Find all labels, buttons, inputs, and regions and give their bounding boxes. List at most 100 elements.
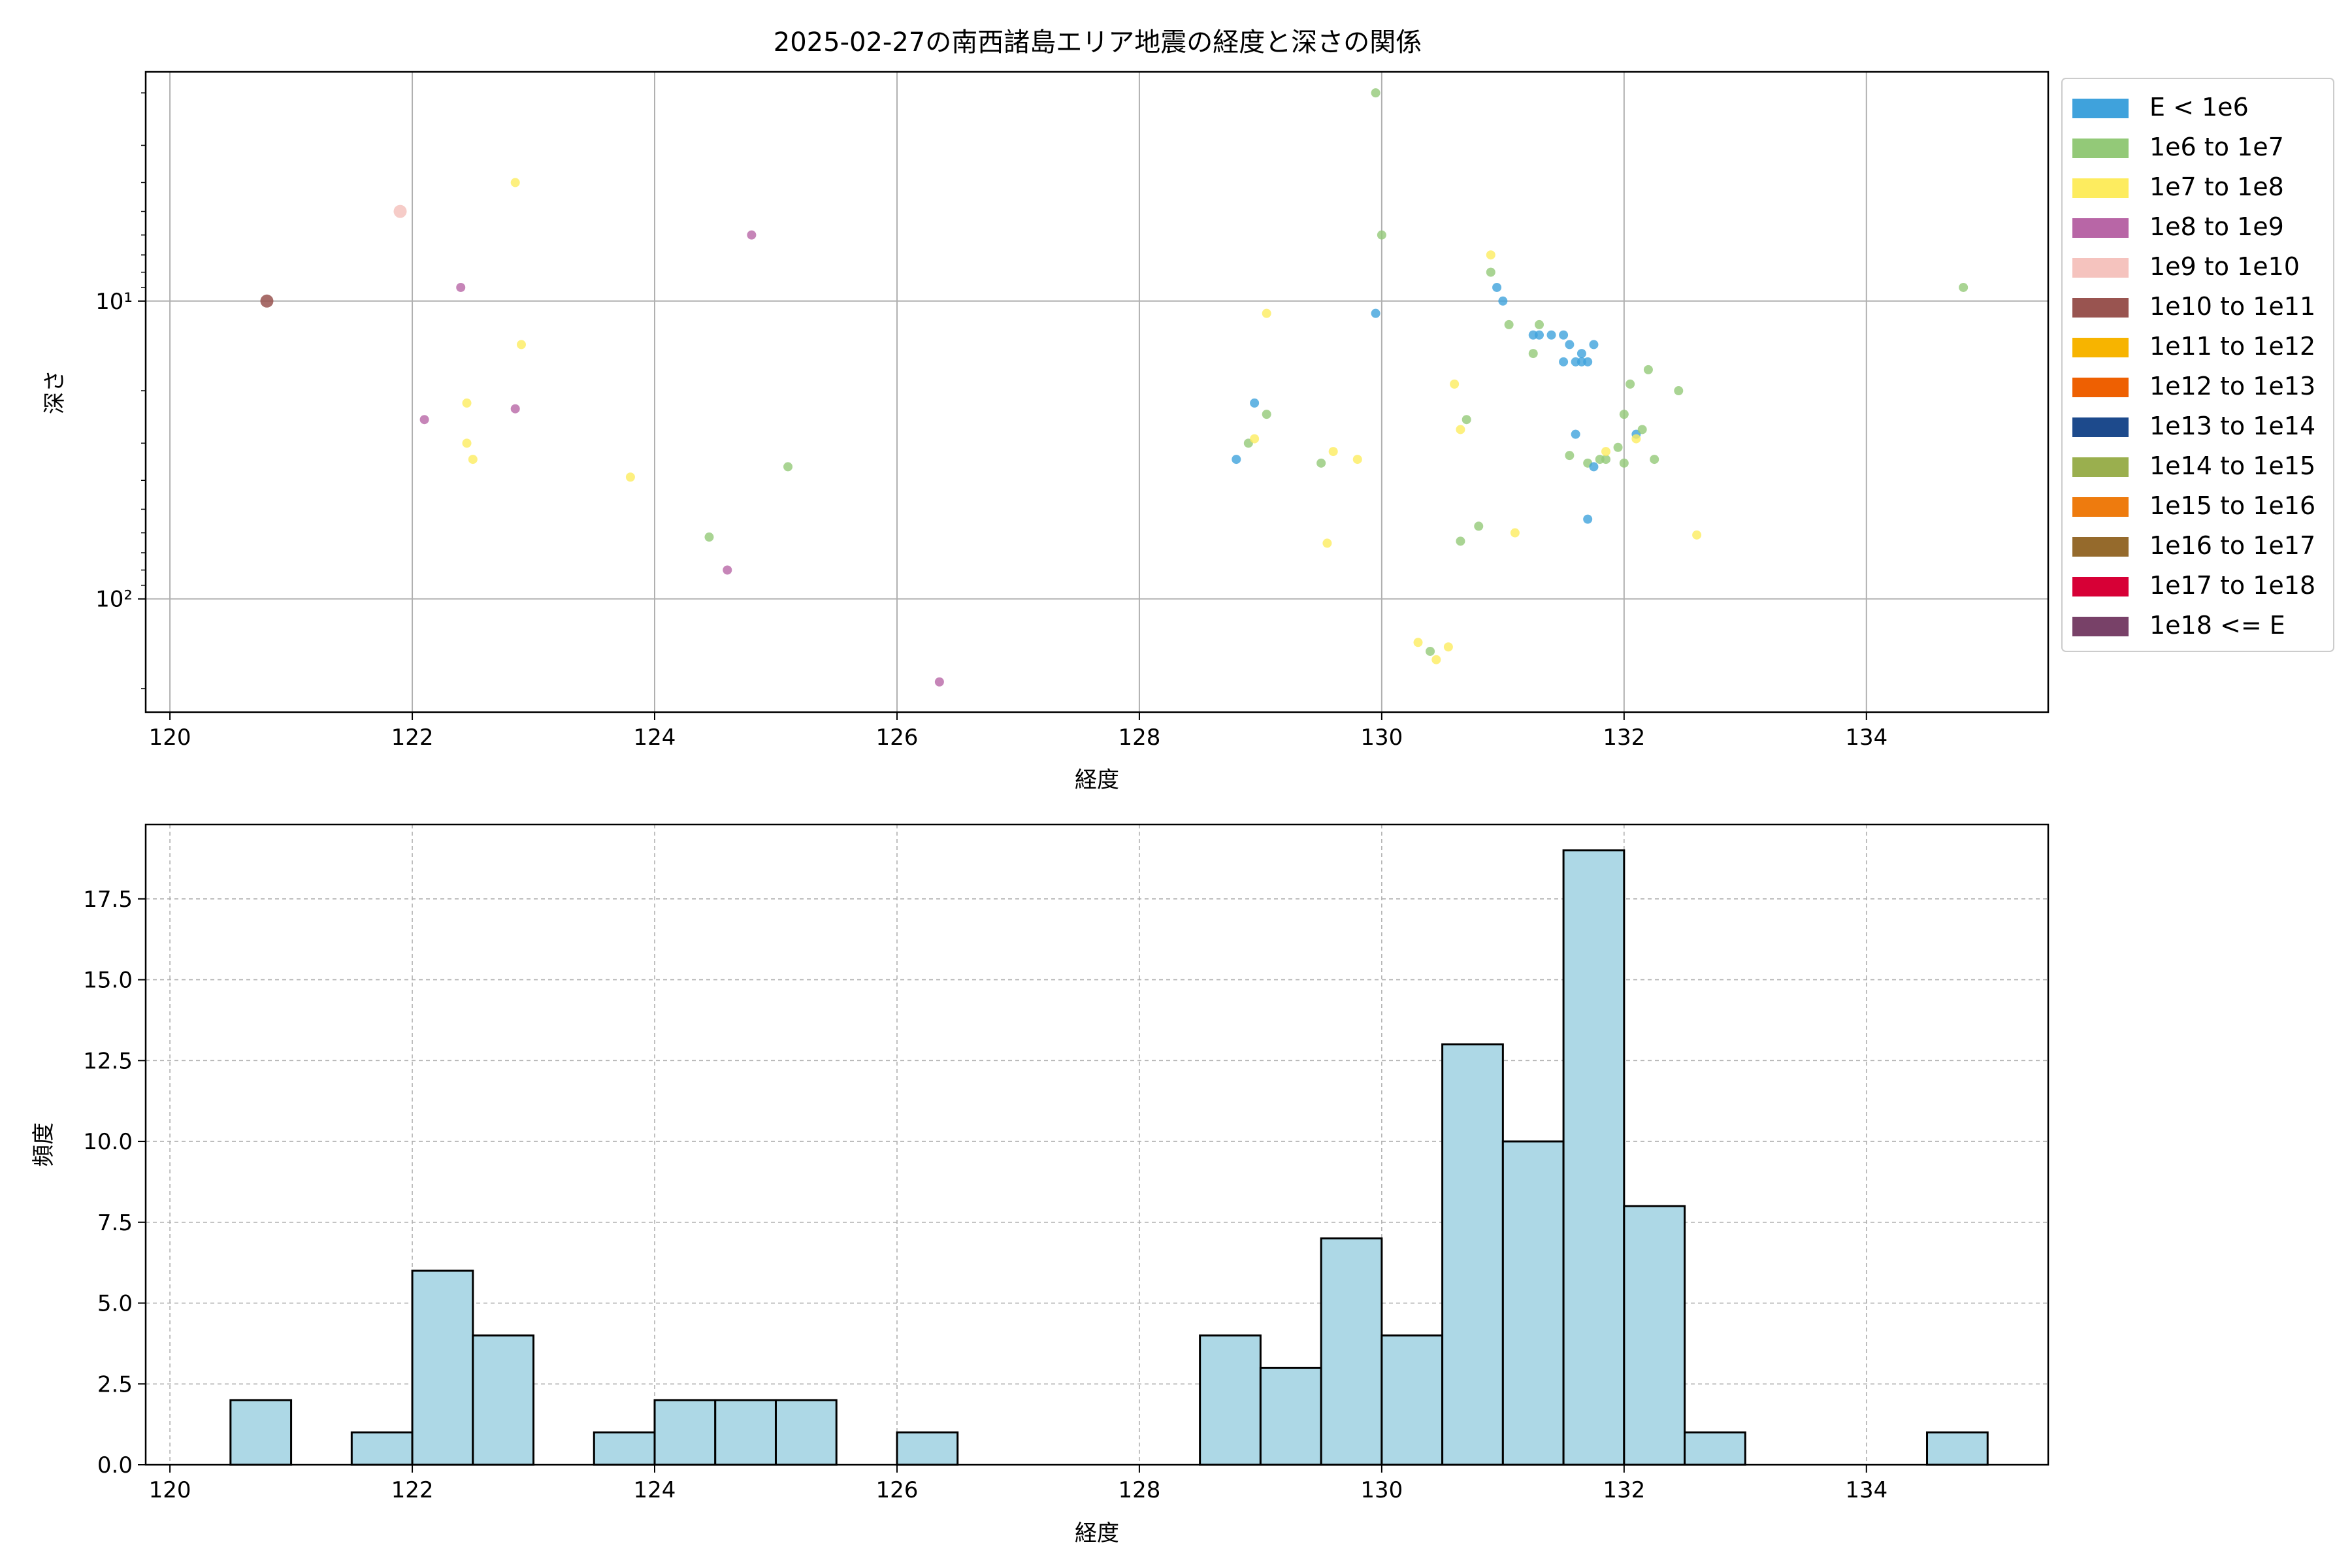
y-tick-label: 10¹	[95, 289, 133, 315]
data-point	[1589, 462, 1599, 472]
x-tick-label: 134	[1845, 725, 1887, 751]
data-point	[1559, 357, 1569, 367]
histogram-bar	[229, 1399, 293, 1466]
scatter-plot-frame	[144, 71, 2050, 713]
y-tick-label: 0.0	[97, 1452, 133, 1478]
data-point	[934, 677, 944, 687]
data-point	[1352, 455, 1362, 465]
data-point	[456, 282, 466, 292]
data-point	[1625, 379, 1635, 389]
histogram-chart: 120 122 124 126 128 130 132 134 0.0 2.5 5.0 7.5 10.…	[31, 823, 2050, 1546]
data-point	[510, 404, 520, 414]
data-point	[1250, 398, 1260, 408]
x-tick-label: 126	[876, 725, 919, 751]
data-point	[1504, 319, 1514, 329]
histogram-y-axis-label: 頻度	[31, 1122, 57, 1167]
data-point	[1565, 451, 1575, 461]
x-tick-label: 122	[391, 1477, 434, 1503]
y-tick-label: 2.5	[97, 1371, 133, 1397]
data-point	[468, 455, 478, 465]
y-tick-label: 7.5	[97, 1210, 133, 1236]
data-point	[1528, 349, 1538, 359]
histogram-bar	[411, 1269, 474, 1466]
histogram-bar	[472, 1334, 535, 1466]
x-tick-label: 120	[149, 1477, 191, 1503]
histogram-bar	[774, 1399, 838, 1466]
legend-swatch	[2072, 497, 2129, 517]
data-point	[1316, 458, 1326, 468]
x-tick-label: 120	[149, 725, 191, 751]
data-point	[1959, 282, 1968, 292]
data-point	[1643, 365, 1653, 374]
x-tick-label: 130	[1360, 1477, 1403, 1503]
histogram-bar	[1380, 1334, 1444, 1466]
y-tick-label: 17.5	[83, 887, 133, 913]
legend-frame	[2061, 78, 2334, 652]
legend-swatch	[2072, 258, 2129, 278]
data-point	[1328, 447, 1338, 457]
legend-label: 1e7 to 1e8	[2149, 172, 2284, 201]
legend-label: 1e8 to 1e9	[2149, 212, 2284, 241]
x-tick-label: 128	[1118, 725, 1160, 751]
x-tick-label: 132	[1603, 725, 1645, 751]
legend-label: E < 1e6	[2149, 93, 2249, 122]
data-point	[1486, 267, 1495, 277]
data-point	[462, 398, 472, 408]
legend-swatch	[2072, 457, 2129, 477]
data-point	[1510, 528, 1520, 538]
histogram-bar	[1441, 1043, 1504, 1466]
data-point	[1613, 442, 1623, 452]
histogram-bar	[896, 1431, 959, 1466]
data-point	[1413, 638, 1423, 647]
data-point	[723, 565, 732, 575]
data-point	[1589, 340, 1599, 350]
legend-swatch	[2072, 417, 2129, 437]
data-point	[462, 438, 472, 448]
legend-swatch	[2072, 99, 2129, 118]
histogram-bar	[1926, 1431, 1989, 1466]
legend-swatch	[2072, 577, 2129, 596]
data-point	[1474, 521, 1484, 531]
legend-label: 1e9 to 1e10	[2149, 252, 2300, 281]
data-point	[1262, 308, 1271, 318]
data-point	[1534, 330, 1544, 340]
y-tick-label: 12.5	[83, 1048, 133, 1074]
data-point	[1631, 434, 1641, 444]
x-tick-label: 132	[1603, 1477, 1645, 1503]
legend-label: 1e10 to 1e11	[2149, 292, 2315, 321]
data-point	[1426, 646, 1435, 656]
data-point	[393, 204, 407, 218]
scatter-legend: E < 1e6 1e6 to 1e7 1e7 to 1e8 1e8 to 1e9 1e9…	[2061, 78, 2334, 652]
data-point	[1546, 330, 1556, 340]
data-point	[1232, 455, 1241, 465]
histogram-x-axis-label: 経度	[1075, 1520, 1119, 1546]
histogram-bar	[593, 1431, 656, 1466]
data-point	[625, 472, 635, 482]
histogram-bar	[1320, 1237, 1383, 1466]
histogram-bar	[350, 1431, 414, 1466]
x-tick-label: 130	[1360, 725, 1403, 751]
histogram-bar	[1199, 1334, 1262, 1466]
legend-label: 1e12 to 1e13	[2149, 372, 2315, 400]
data-point	[1571, 429, 1580, 439]
y-tick-label: 10²	[95, 587, 133, 613]
legend-swatch	[2072, 298, 2129, 318]
data-point	[1377, 230, 1386, 240]
histogram-bar	[1562, 849, 1625, 1466]
data-point	[1371, 308, 1380, 318]
data-point	[1559, 330, 1569, 340]
legend-label: 1e16 to 1e17	[2149, 531, 2315, 560]
scatter-title: 2025-02-27の南西諸島エリア地震の経度と深さの関係	[774, 27, 1422, 57]
y-tick-label: 10.0	[83, 1129, 133, 1155]
data-point	[1692, 530, 1702, 540]
scatter-points	[260, 88, 1968, 687]
data-point	[1674, 386, 1684, 396]
data-point	[1498, 296, 1508, 306]
data-point	[1456, 425, 1465, 434]
y-tick-label: 15.0	[83, 968, 133, 994]
histogram-bar	[1501, 1140, 1565, 1466]
legend-label: 1e17 to 1e18	[2149, 571, 2315, 600]
x-tick-label: 126	[876, 1477, 919, 1503]
